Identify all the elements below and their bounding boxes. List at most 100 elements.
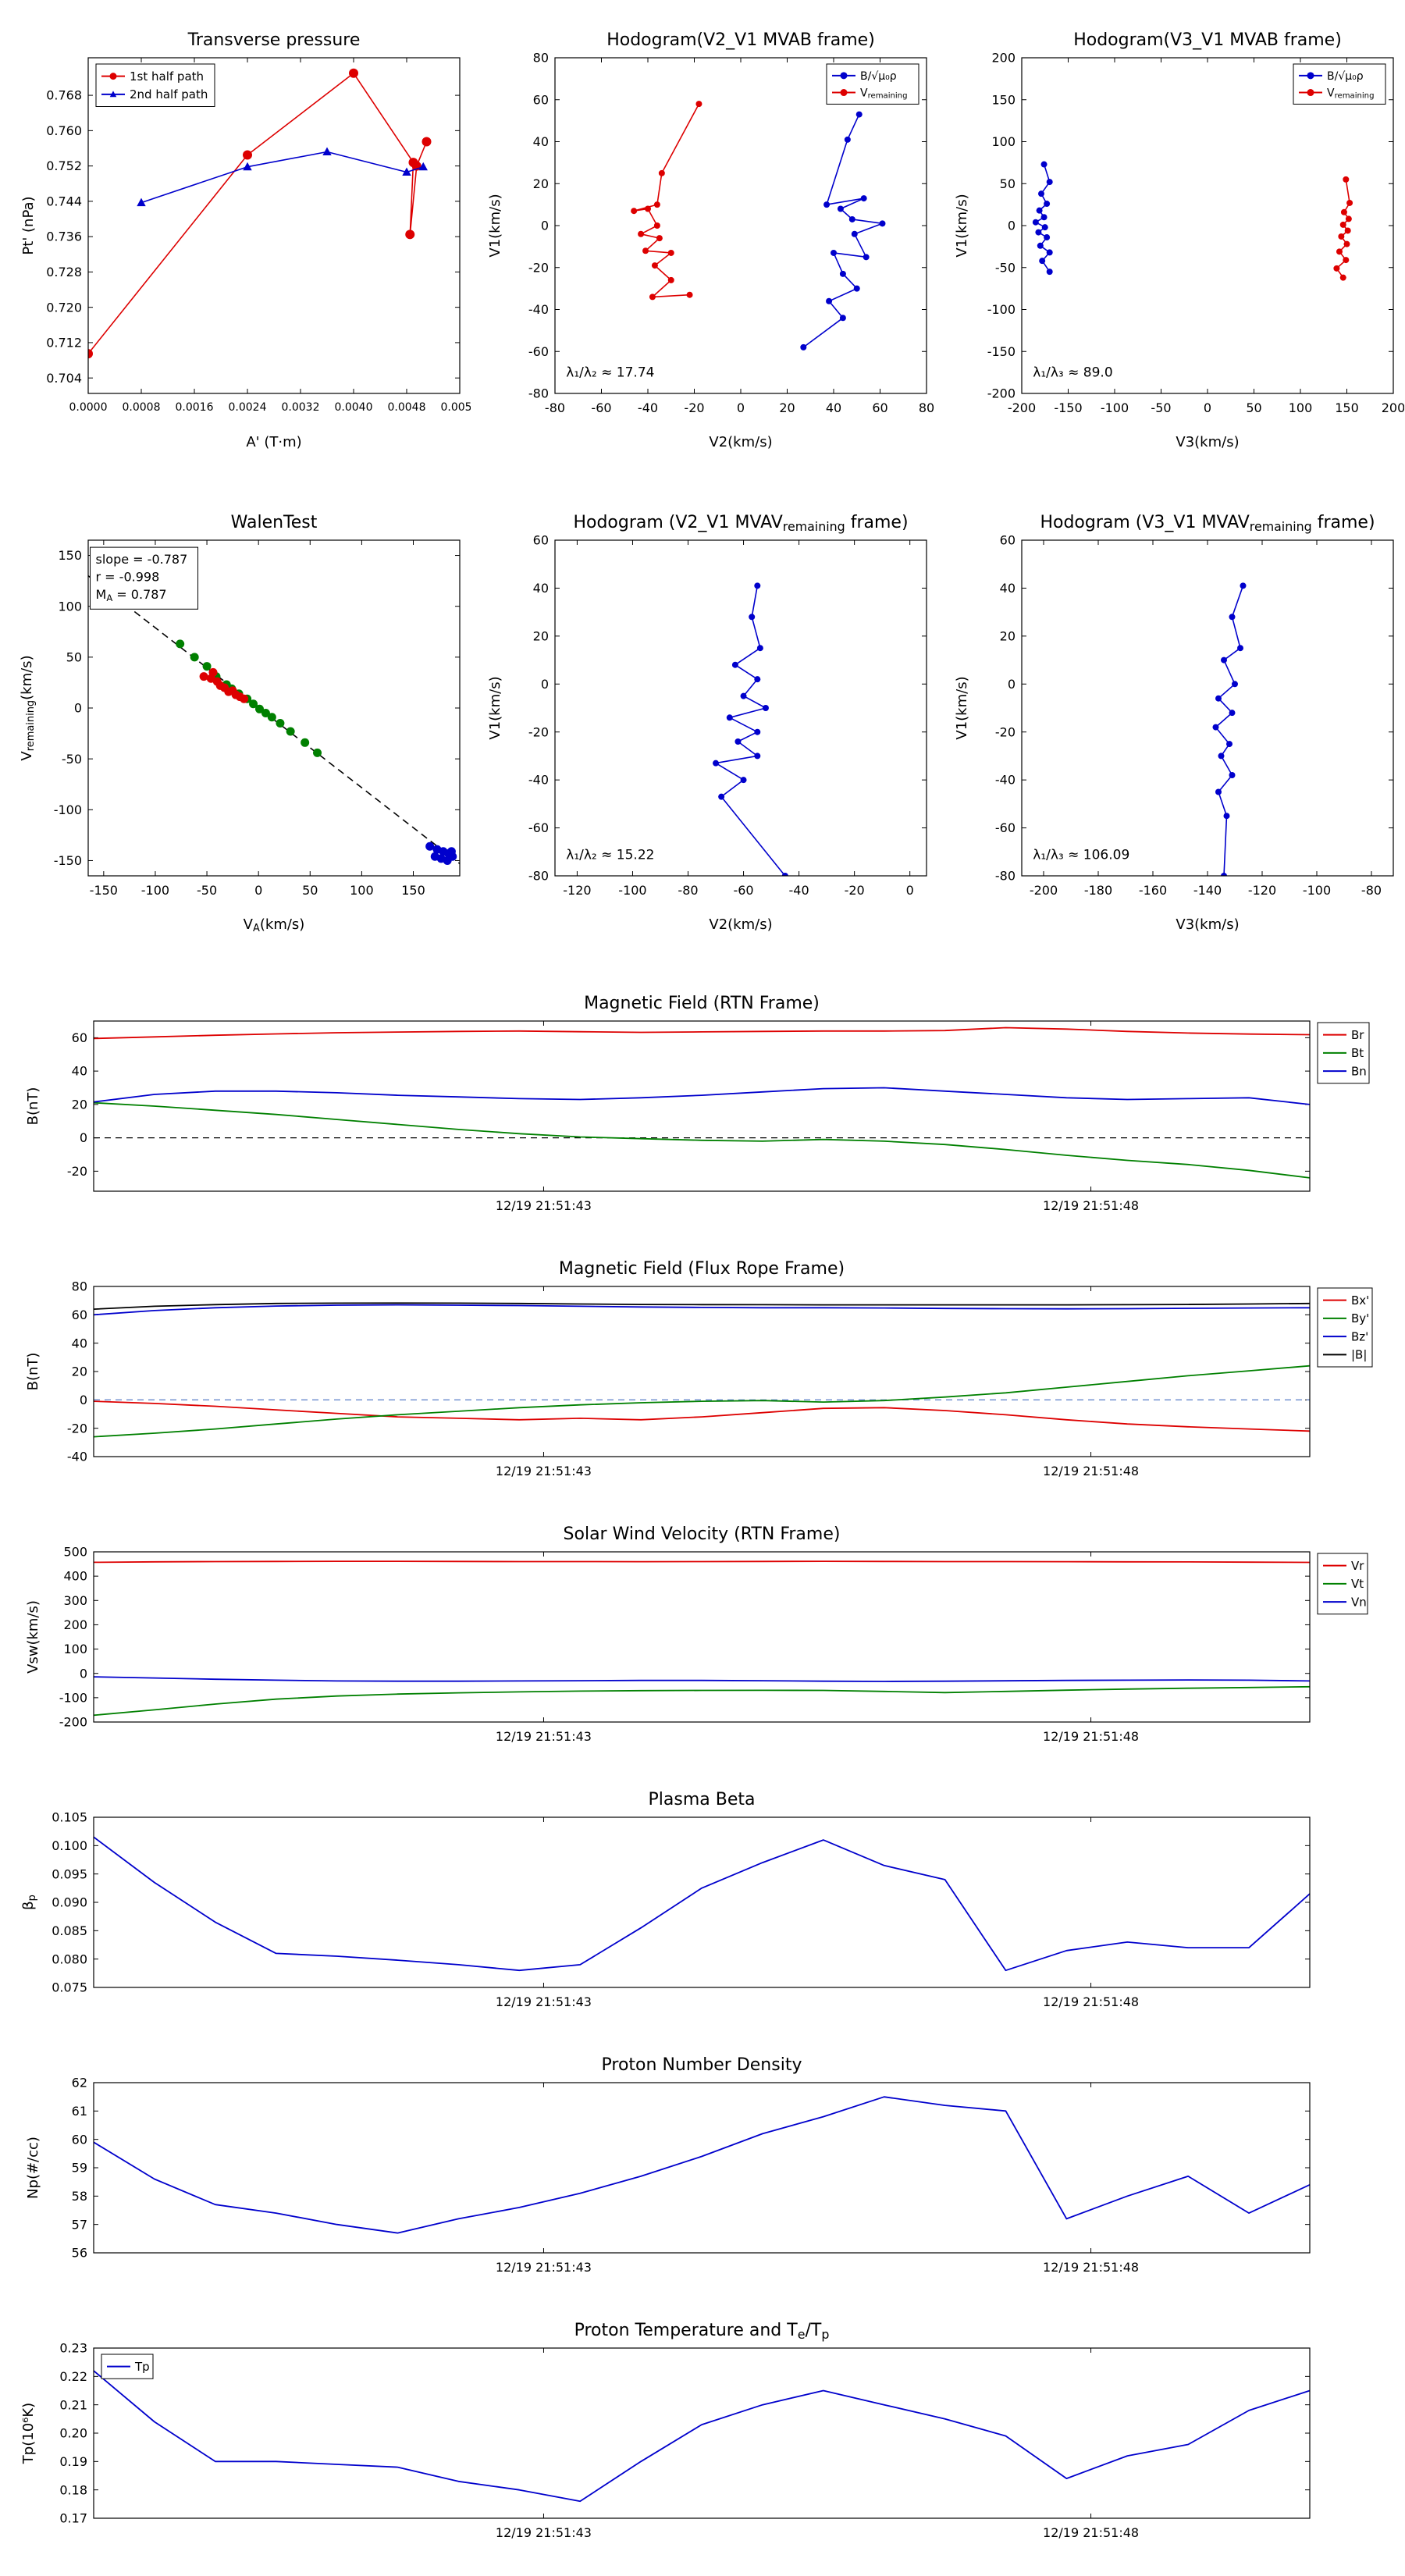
svg-text:0: 0 xyxy=(80,1666,87,1681)
svg-text:-20: -20 xyxy=(528,260,549,275)
svg-text:0.0040: 0.0040 xyxy=(335,401,373,414)
svg-text:62: 62 xyxy=(72,2076,87,2090)
svg-text:500: 500 xyxy=(63,1545,87,1560)
svg-text:λ₁/λ₃ ≈ 106.09: λ₁/λ₃ ≈ 106.09 xyxy=(1033,848,1129,863)
svg-text:WalenTest: WalenTest xyxy=(231,513,318,532)
svg-text:-60: -60 xyxy=(995,820,1016,835)
svg-text:-200: -200 xyxy=(987,386,1016,401)
svg-text:-100: -100 xyxy=(1101,400,1129,415)
svg-text:0.0032: 0.0032 xyxy=(282,401,320,414)
svg-text:|B|: |B| xyxy=(1351,1348,1367,1362)
svg-text:12/19 21:51:43: 12/19 21:51:43 xyxy=(496,1198,592,1213)
svg-text:-150: -150 xyxy=(54,853,82,868)
svg-text:-20: -20 xyxy=(845,883,865,898)
svg-text:-50: -50 xyxy=(62,752,82,767)
svg-text:-80: -80 xyxy=(528,869,549,884)
svg-text:-100: -100 xyxy=(141,883,169,898)
svg-text:50: 50 xyxy=(1000,176,1016,191)
svg-text:-100: -100 xyxy=(59,1690,87,1705)
svg-text:0: 0 xyxy=(1008,677,1016,692)
svg-text:-150: -150 xyxy=(90,883,118,898)
svg-text:0.19: 0.19 xyxy=(59,2454,87,2469)
svg-text:100: 100 xyxy=(63,1642,87,1656)
svg-text:B(nT): B(nT) xyxy=(25,1353,41,1391)
svg-text:0: 0 xyxy=(254,883,262,898)
svg-text:λ₁/λ₂ ≈ 17.74: λ₁/λ₂ ≈ 17.74 xyxy=(566,365,654,381)
svg-text:-20: -20 xyxy=(67,1164,87,1179)
svg-text:100: 100 xyxy=(350,883,374,898)
svg-text:0.0008: 0.0008 xyxy=(123,401,161,414)
svg-text:40: 40 xyxy=(72,1336,87,1350)
svg-text:150: 150 xyxy=(991,92,1016,107)
chart-plasma-beta: 12/19 21:51:43 12/19 21:51:48 0.075 0.080 0.… xyxy=(6,1781,1402,2031)
svg-text:0.0000: 0.0000 xyxy=(69,401,108,414)
svg-text:V1(km/s): V1(km/s) xyxy=(954,676,970,739)
svg-text:0: 0 xyxy=(737,400,745,415)
svg-text:Vremaining: Vremaining xyxy=(1327,87,1374,100)
svg-text:Hodogram(V2_V1 MVAB frame): Hodogram(V2_V1 MVAB frame) xyxy=(606,30,875,50)
svg-text:20: 20 xyxy=(72,1364,87,1379)
svg-text:100: 100 xyxy=(991,134,1016,149)
svg-text:-20: -20 xyxy=(67,1421,87,1436)
svg-text:2nd half path: 2nd half path xyxy=(130,87,208,101)
svg-text:50: 50 xyxy=(66,649,82,664)
svg-text:Tp: Tp xyxy=(134,2360,150,2374)
svg-text:200: 200 xyxy=(1382,400,1404,415)
svg-text:60: 60 xyxy=(72,1308,87,1322)
svg-text:B(nT): B(nT) xyxy=(25,1087,41,1126)
svg-text:0: 0 xyxy=(1008,219,1016,233)
svg-text:0.080: 0.080 xyxy=(52,1952,87,1966)
svg-text:20: 20 xyxy=(533,176,549,191)
svg-text:40: 40 xyxy=(72,1064,87,1079)
svg-text:-80: -80 xyxy=(1361,883,1382,898)
svg-text:-140: -140 xyxy=(1193,883,1222,898)
svg-text:Pt' (nPa): Pt' (nPa) xyxy=(20,196,37,254)
svg-text:0.095: 0.095 xyxy=(52,1866,87,1881)
chart-hodogram-v2v1-mvab: -80 -60 -40 -20 0 20 40 60 80 -80 -60 -40 -20 0 20 40 60… xyxy=(481,17,937,454)
svg-text:12/19 21:51:43: 12/19 21:51:43 xyxy=(496,1464,592,1478)
svg-text:12/19 21:51:48: 12/19 21:51:48 xyxy=(1043,1464,1139,1478)
svg-text:Transverse pressure: Transverse pressure xyxy=(187,30,361,50)
svg-text:0.712: 0.712 xyxy=(46,336,82,350)
svg-text:Vn: Vn xyxy=(1351,1595,1367,1609)
svg-text:A' (T·m): A' (T·m) xyxy=(246,434,301,450)
svg-text:-80: -80 xyxy=(678,883,698,898)
svg-text:Solar Wind Velocity (RTN Frame: Solar Wind Velocity (RTN Frame) xyxy=(564,1525,841,1544)
svg-text:Proton Number Density: Proton Number Density xyxy=(602,2055,802,2075)
svg-text:V3(km/s): V3(km/s) xyxy=(1176,916,1239,933)
svg-text:100: 100 xyxy=(1289,400,1313,415)
svg-text:0: 0 xyxy=(906,883,914,898)
svg-text:200: 200 xyxy=(63,1617,87,1632)
svg-text:Vr: Vr xyxy=(1351,1559,1364,1573)
svg-text:Vremaining(km/s): Vremaining(km/s) xyxy=(19,655,37,760)
svg-text:60: 60 xyxy=(872,400,887,415)
chart-magnetic-field-rtn: 12/19 21:51:43 12/19 21:51:48 -20 0 20 40 60 Ma… xyxy=(6,985,1402,1235)
svg-text:0.23: 0.23 xyxy=(59,2341,87,2356)
svg-text:0.752: 0.752 xyxy=(46,158,82,173)
svg-text:-200: -200 xyxy=(1030,883,1058,898)
chart-hodogram-v3v1-mvab: -200 -150 -100 -50 0 50 100 150 200 -200 -150 -100 -… xyxy=(948,17,1405,454)
svg-text:0: 0 xyxy=(74,701,82,716)
svg-text:-150: -150 xyxy=(987,344,1016,359)
svg-text:V2(km/s): V2(km/s) xyxy=(709,434,772,450)
svg-text:150: 150 xyxy=(1335,400,1359,415)
svg-text:20: 20 xyxy=(533,628,549,643)
svg-text:-100: -100 xyxy=(987,302,1016,317)
svg-text:-50: -50 xyxy=(995,260,1016,275)
svg-text:0.704: 0.704 xyxy=(46,371,82,386)
svg-text:-120: -120 xyxy=(1248,883,1276,898)
svg-text:40: 40 xyxy=(533,581,549,596)
svg-text:-60: -60 xyxy=(591,400,611,415)
svg-text:V1(km/s): V1(km/s) xyxy=(954,194,970,257)
svg-text:80: 80 xyxy=(533,51,549,66)
svg-text:-20: -20 xyxy=(528,724,549,739)
svg-text:60: 60 xyxy=(533,533,549,548)
svg-text:0: 0 xyxy=(80,1393,87,1407)
svg-text:80: 80 xyxy=(72,1279,87,1294)
svg-text:0.736: 0.736 xyxy=(46,229,82,244)
chart-solar-wind-velocity: 12/19 21:51:43 12/19 21:51:48 -200 -100 0 100… xyxy=(6,1516,1402,1766)
svg-text:0.18: 0.18 xyxy=(59,2482,87,2497)
svg-text:0.17: 0.17 xyxy=(59,2511,87,2526)
svg-text:0.22: 0.22 xyxy=(59,2369,87,2384)
